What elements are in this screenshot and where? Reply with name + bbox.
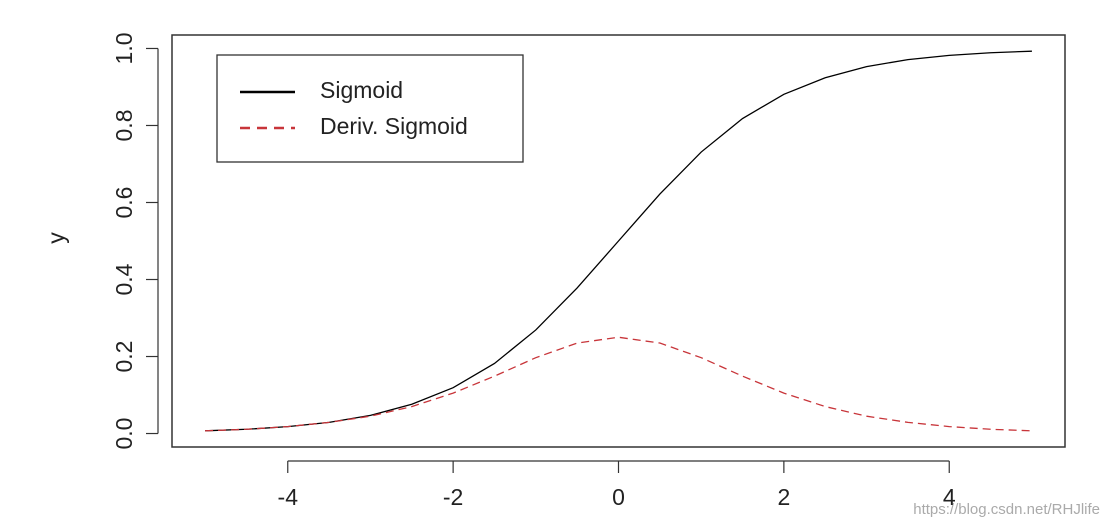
y-tick-label: 0.0 [111,418,137,450]
x-tick-label: -4 [278,484,299,510]
legend-label: Deriv. Sigmoid [320,113,468,139]
x-tick-label: 4 [943,484,956,510]
x-tick-label: 0 [612,484,625,510]
line-series [205,50,1032,432]
y-tick-label: 0.4 [111,263,137,295]
y-tick-label: 0.6 [111,187,137,219]
legend-box [216,54,524,163]
watermark: https://blog.csdn.net/RHJlife [913,501,1100,518]
plot-frame [171,34,1066,448]
line-series [205,336,1032,432]
x-tick-label: 2 [777,484,790,510]
y-axis-label: y [43,232,69,244]
y-tick-label: 0.2 [111,341,137,373]
y-tick-label: 1.0 [111,32,137,64]
x-tick-label: -2 [443,484,463,510]
y-tick-label: 0.8 [111,109,137,141]
legend-label: Sigmoid [320,77,403,103]
